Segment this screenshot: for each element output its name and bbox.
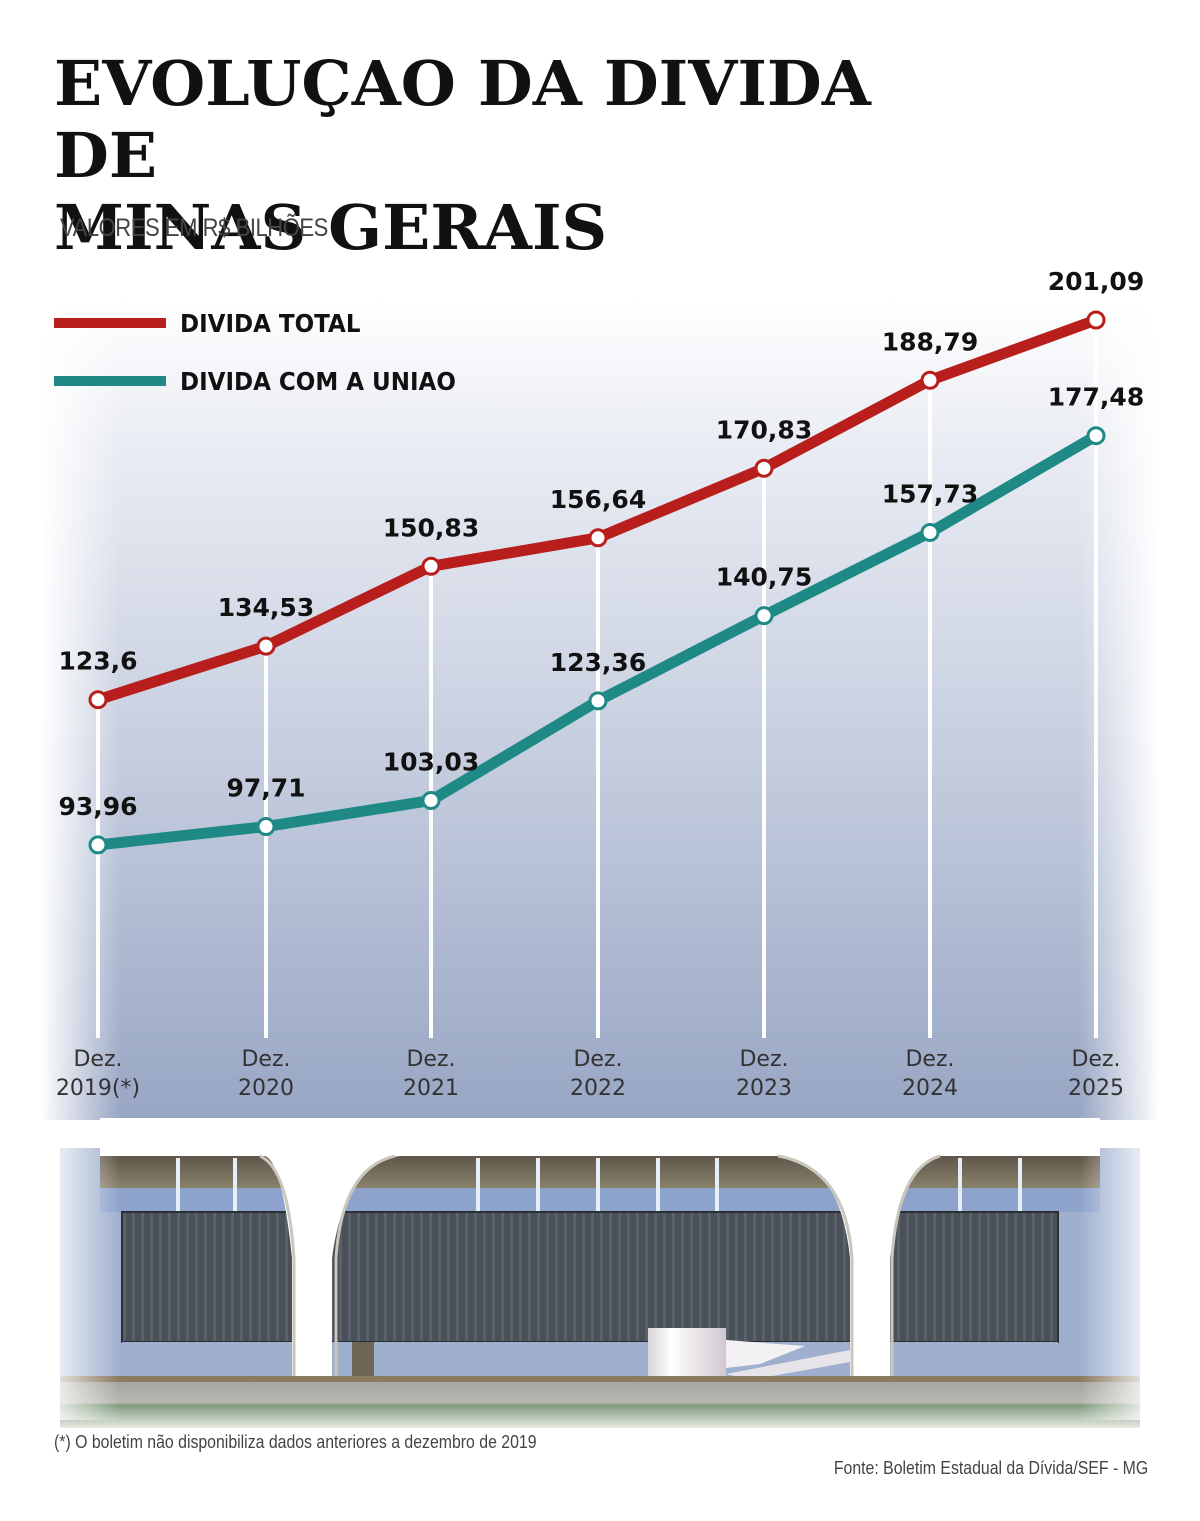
data-point-marker [421, 790, 441, 810]
legend-label: DIVIDA COM A UNIAO [180, 366, 456, 396]
x-axis-label: Dez. 2023 [736, 1047, 792, 1101]
data-value-label: 156,64 [550, 485, 646, 514]
building-illustration [60, 1118, 1140, 1428]
x-axis-label: Dez. 2021 [403, 1047, 459, 1101]
data-value-label: 150,83 [383, 513, 479, 542]
chart-title: EVOLUÇAO DA DIVIDA DE MINAS GERAIS [54, 48, 972, 264]
x-axis-label: Dez. 2025 [1068, 1047, 1124, 1101]
data-point-marker [1086, 310, 1106, 330]
data-value-label: 97,71 [226, 774, 305, 803]
data-value-label: 201,09 [1048, 267, 1144, 296]
data-point-marker [920, 370, 940, 390]
data-value-label: 157,73 [882, 479, 978, 508]
legend-label: DIVIDA TOTAL [180, 308, 361, 338]
x-axis-label: Dez. 2019(*) [56, 1047, 140, 1101]
data-point-marker [256, 817, 276, 837]
legend-swatch-red [54, 318, 166, 328]
chart-subtitle: VALORES EM R$ BILHÕES [60, 214, 328, 242]
legend-swatch-teal [54, 376, 166, 386]
data-point-marker [256, 636, 276, 656]
fade-right [1080, 300, 1160, 1420]
data-point-marker [1086, 426, 1106, 446]
data-point-marker [588, 528, 608, 548]
data-point-marker [88, 690, 108, 710]
x-axis-label: Dez. 2024 [902, 1047, 958, 1101]
data-value-label: 177,48 [1048, 383, 1144, 412]
x-axis-label: Dez. 2020 [238, 1047, 294, 1101]
data-point-marker [88, 835, 108, 855]
legend-item-uniao: DIVIDA COM A UNIAO [54, 352, 480, 410]
data-point-marker [754, 606, 774, 626]
data-value-label: 170,83 [716, 415, 812, 444]
data-value-label: 103,03 [383, 747, 479, 776]
legend-item-total: DIVIDA TOTAL [54, 294, 480, 352]
data-point-marker [421, 556, 441, 576]
data-point-marker [754, 458, 774, 478]
title-line-1: EVOLUÇAO DA DIVIDA DE [54, 47, 871, 192]
footnote: (*) O boletim não disponibiliza dados an… [54, 1432, 537, 1452]
data-value-label: 140,75 [716, 563, 812, 592]
data-point-marker [588, 691, 608, 711]
data-value-label: 134,53 [218, 593, 314, 622]
data-point-marker [920, 522, 940, 542]
data-value-label: 188,79 [882, 327, 978, 356]
legend: DIVIDA TOTAL DIVIDA COM A UNIAO [54, 294, 480, 410]
title-line-2: MINAS GERAIS [54, 191, 608, 264]
fade-left [40, 300, 120, 1420]
x-axis-label: Dez. 2022 [570, 1047, 626, 1101]
data-value-label: 123,6 [58, 647, 137, 676]
source-credit: Fonte: Boletim Estadual da Dívida/SEF - … [833, 1458, 1148, 1478]
data-value-label: 93,96 [58, 792, 137, 821]
data-value-label: 123,36 [550, 648, 646, 677]
